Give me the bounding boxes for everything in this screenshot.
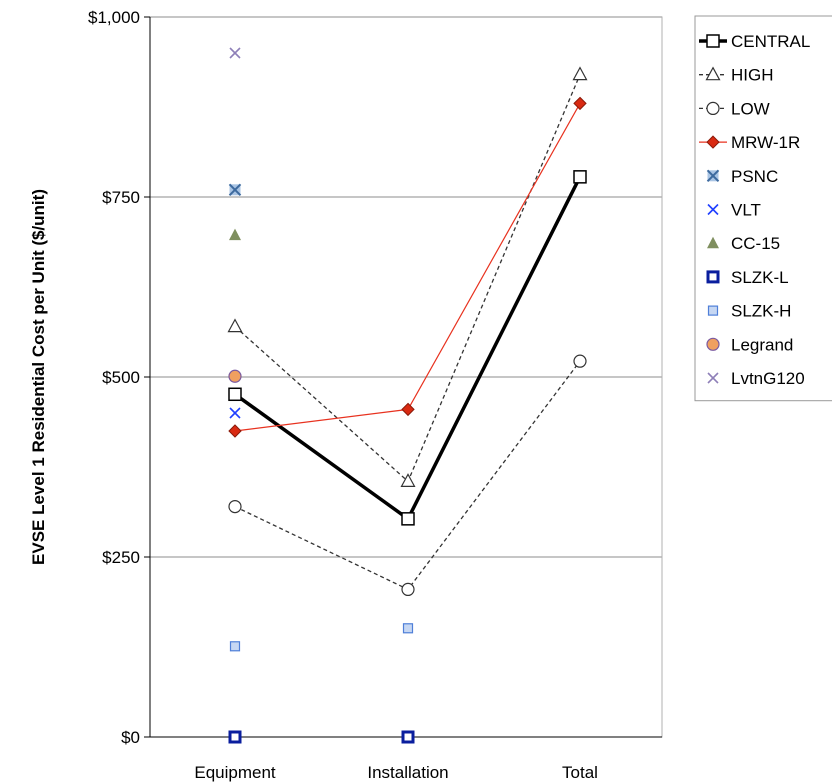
y-tick-label: $0 [121, 728, 140, 747]
data-point-high [400, 473, 416, 487]
data-point-legrand [228, 369, 242, 383]
data-point-cc-15 [229, 228, 241, 241]
legend-marker [706, 169, 720, 183]
data-point-mrw-1r [573, 96, 587, 111]
legend-marker [706, 101, 720, 116]
y-tick-label: $250 [102, 548, 140, 567]
legend-marker [706, 135, 720, 149]
data-point-lvtng120 [229, 47, 241, 59]
legend-label: SLZK-L [731, 268, 789, 287]
data-point-central [573, 170, 587, 184]
legend-label: MRW-1R [731, 133, 800, 152]
x-tick-label: Installation [367, 763, 448, 782]
legend-marker [707, 372, 719, 384]
legend-marker [707, 305, 719, 316]
legend-label: Legrand [731, 335, 793, 354]
x-tick-label: Total [562, 763, 598, 782]
data-point-high [572, 66, 588, 81]
y-axis-title: EVSE Level 1 Residential Cost per Unit (… [29, 189, 48, 565]
legend-marker [707, 236, 719, 249]
legend-label: VLT [731, 201, 761, 220]
data-point-low [401, 582, 415, 597]
y-tick-label: $1,000 [88, 8, 140, 27]
legend-label: CENTRAL [731, 32, 810, 51]
y-tick-label: $750 [102, 188, 140, 207]
y-tick-label: $500 [102, 368, 140, 387]
legend-marker [705, 66, 721, 81]
legend-marker [706, 270, 720, 284]
legend-label: SLZK-H [731, 302, 791, 321]
legend: CENTRAL HIGH LOW MRW-1R PSNC VLT CC-15 SLZK-L SL… [694, 15, 832, 402]
legend-marker [707, 203, 719, 216]
plot-area: $0 $250 $500 $750 $1,000 Equipment Installatio… [29, 8, 663, 782]
legend-label: LvtnG120 [731, 369, 805, 388]
data-point-high [227, 318, 243, 333]
x-tick-label: Equipment [194, 763, 276, 782]
data-point-mrw-1r [401, 402, 415, 417]
data-point-low [573, 354, 587, 368]
data-point-central [401, 512, 415, 526]
data-point-slzk-l [401, 730, 415, 744]
data-point-psnc [228, 183, 242, 197]
data-point-slzk-h [402, 623, 414, 634]
data-point-mrw-1r [228, 424, 242, 438]
data-point-vlt [229, 407, 241, 419]
legend-label: CC-15 [731, 234, 780, 253]
data-point-slzk-h [229, 641, 241, 652]
legend-marker [706, 337, 720, 351]
legend-label: PSNC [731, 167, 778, 186]
data-point-low [228, 500, 242, 514]
data-point-central [228, 387, 242, 402]
legend-label: LOW [731, 99, 770, 118]
legend-label: HIGH [731, 66, 774, 85]
legend-marker [706, 34, 720, 48]
data-point-slzk-l [228, 730, 242, 744]
